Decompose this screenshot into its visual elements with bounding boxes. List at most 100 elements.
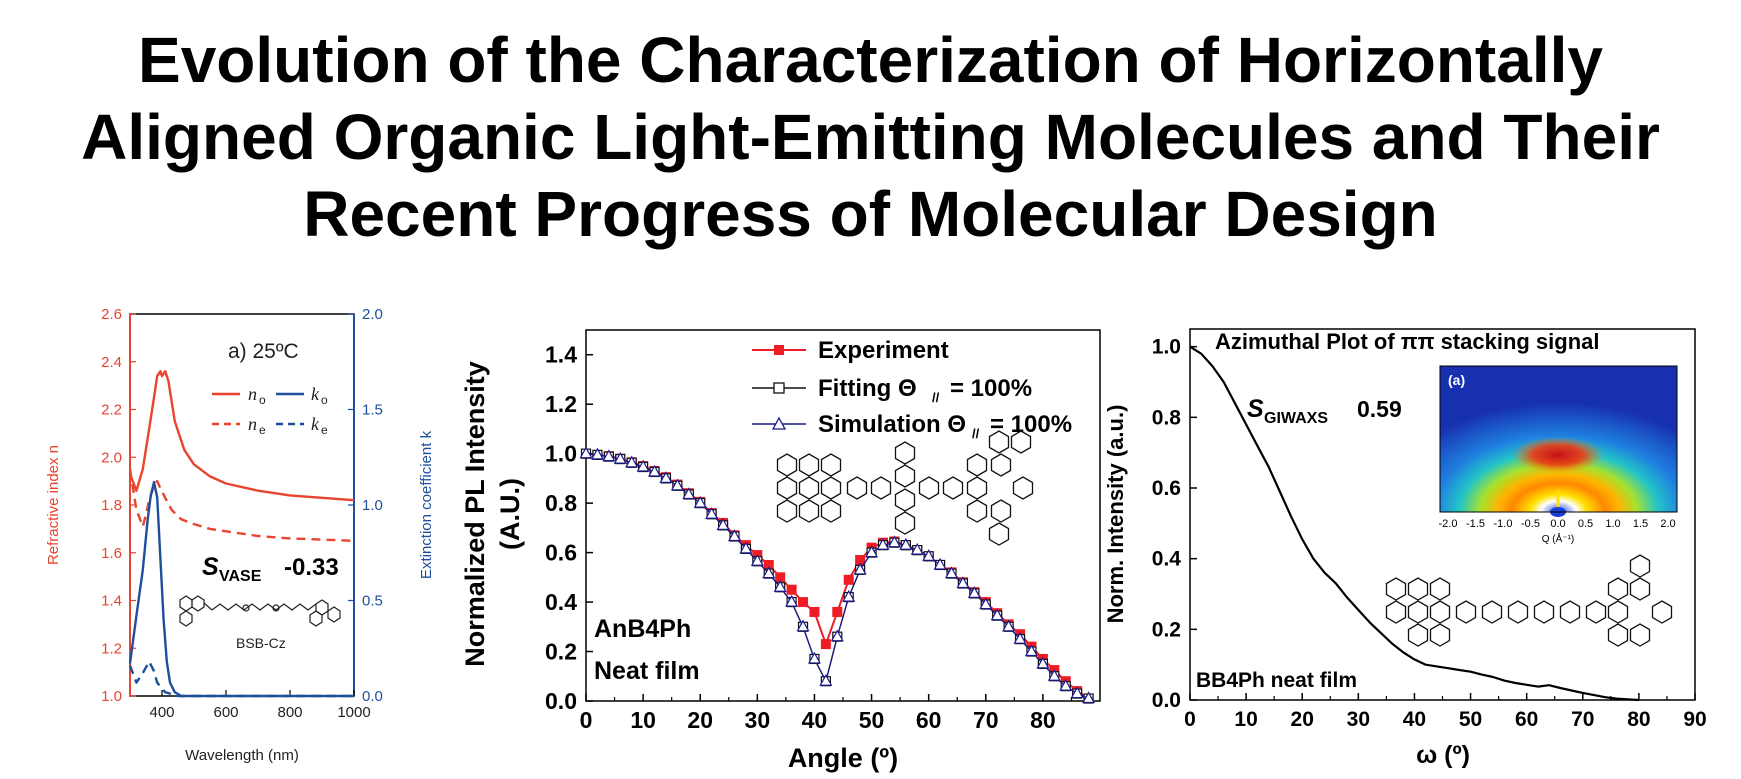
data-point-simulation bbox=[830, 629, 844, 642]
data-point-experiment bbox=[775, 572, 786, 583]
data-point-experiment bbox=[763, 559, 774, 570]
x-tick-label: 60 bbox=[1515, 708, 1538, 731]
molecule-ring bbox=[990, 499, 1012, 523]
data-point-simulation bbox=[579, 446, 593, 459]
molecule-ring bbox=[988, 522, 1010, 546]
molecule-ring bbox=[988, 430, 1010, 454]
data-point-simulation bbox=[876, 537, 890, 550]
molecule-ring bbox=[1012, 476, 1034, 500]
data-point-simulation bbox=[693, 495, 707, 508]
panel-a-s-value: S VASE -0.33 bbox=[202, 553, 339, 585]
data-point-simulation bbox=[613, 451, 627, 464]
molecule-ring bbox=[1533, 600, 1555, 624]
s-vase-subscript: VASE bbox=[219, 568, 262, 585]
panel-b-ylabel-1: Normalized PL Intensity bbox=[460, 361, 490, 667]
molecule-ring bbox=[1407, 600, 1429, 624]
legend-ko-sub: o bbox=[321, 393, 328, 407]
panel-c-s-value: S GIWAXS 0.59 bbox=[1247, 395, 1402, 427]
y2-tick-label: 0.5 bbox=[362, 593, 383, 610]
legend-fitting-value: = 100% bbox=[950, 375, 1032, 402]
panel-a-y2label: Extinction coefficient k bbox=[418, 430, 435, 579]
inset-tick-label: -1.0 bbox=[1494, 518, 1513, 530]
series-line-ke bbox=[128, 660, 354, 698]
molecule-ring bbox=[846, 476, 868, 500]
data-point-simulation bbox=[819, 673, 833, 686]
y-tick-label: 2.0 bbox=[101, 449, 122, 466]
molecule-ring bbox=[966, 453, 988, 477]
data-point-simulation bbox=[636, 459, 650, 472]
molecule-ring bbox=[820, 499, 842, 523]
data-point-experiment bbox=[855, 555, 866, 566]
molecule-ring bbox=[1629, 623, 1651, 647]
panel-a-label: a) 25ºC bbox=[228, 340, 299, 363]
panel-c-azimuthal: 0 10 20 30 40 50 60 70 80 90 0.0 0.2 0.4 0.6 0.8 1.0 Az… bbox=[1103, 328, 1707, 769]
data-point-simulation bbox=[1070, 686, 1084, 699]
x-tick-label: 0 bbox=[1184, 708, 1196, 731]
molecule-ring bbox=[776, 453, 798, 477]
molecule-ring bbox=[1385, 577, 1407, 601]
data-point-simulation bbox=[1013, 631, 1027, 644]
x-tick-label: 40 bbox=[1403, 708, 1426, 731]
molecule-ring bbox=[798, 453, 820, 477]
data-point-simulation bbox=[933, 557, 947, 570]
legend-no-sub: o bbox=[259, 393, 266, 407]
legend-simulation-value: = 100% bbox=[990, 411, 1072, 438]
panel-a-ylabel: Refractive index n bbox=[45, 445, 62, 565]
molecule-ring bbox=[942, 476, 964, 500]
panel-b-legend: Experiment Fitting Θ // = 100% Simulatio… bbox=[752, 337, 1072, 441]
sample-film: Neat film bbox=[594, 657, 700, 685]
data-point-simulation bbox=[602, 449, 616, 462]
molecule-ring bbox=[966, 476, 988, 500]
inset-xlabel: Q (Å⁻¹) bbox=[1542, 532, 1575, 545]
data-point-simulation bbox=[842, 589, 856, 602]
x-tick-label: 50 bbox=[859, 707, 885, 733]
y-tick-label: 0.8 bbox=[1152, 406, 1182, 429]
y-tick-label: 1.2 bbox=[101, 640, 122, 657]
data-point-simulation bbox=[899, 537, 913, 550]
molecule-ring bbox=[1585, 600, 1607, 624]
data-point-simulation bbox=[739, 541, 753, 554]
data-point-experiment bbox=[843, 574, 854, 585]
data-point-simulation bbox=[807, 651, 821, 664]
data-point-simulation bbox=[648, 464, 662, 477]
x-tick-label: 1000 bbox=[337, 704, 370, 721]
title-line-1: Evolution of the Characterization of Hor… bbox=[138, 24, 1603, 96]
data-point-simulation bbox=[1059, 678, 1073, 691]
y-tick-label: 0.8 bbox=[545, 490, 577, 516]
data-point-simulation bbox=[590, 447, 604, 460]
inset-tick-label: 1.0 bbox=[1605, 518, 1620, 530]
data-point-simulation bbox=[887, 535, 901, 548]
data-point-simulation bbox=[716, 518, 730, 530]
molecule-ring bbox=[1455, 600, 1477, 624]
panel-c-sample-label: BB4Ph neat film bbox=[1196, 669, 1357, 692]
inset-hot-spot bbox=[1512, 437, 1604, 473]
molecule-ring bbox=[1481, 600, 1503, 624]
molecule-ring bbox=[1429, 577, 1451, 601]
s-vase-value: -0.33 bbox=[284, 554, 339, 581]
data-point-simulation bbox=[785, 594, 799, 607]
x-tick-label: 80 bbox=[1030, 707, 1056, 733]
series-line-ne bbox=[128, 469, 355, 542]
data-point-simulation bbox=[990, 608, 1004, 621]
legend-fitting: Fitting Θ bbox=[818, 375, 917, 402]
y-tick-label: 0.6 bbox=[1152, 477, 1181, 500]
x-tick-label: 20 bbox=[687, 707, 713, 733]
x-tick-label: 50 bbox=[1459, 708, 1482, 731]
sample-name: AnB4Ph bbox=[594, 615, 691, 643]
y2-tick-label: 0.0 bbox=[362, 688, 383, 705]
data-point-simulation bbox=[956, 576, 970, 589]
s-vase-symbol: S bbox=[202, 553, 219, 581]
title-line-3: Recent Progress of Molecular Design bbox=[303, 178, 1438, 250]
molecule-ring bbox=[894, 441, 916, 465]
molecule-ring bbox=[1010, 430, 1032, 454]
bb4ph-structure bbox=[1385, 554, 1673, 647]
molecule-ring bbox=[776, 476, 798, 500]
y-tick-label: 0.2 bbox=[1152, 618, 1181, 641]
molecule-ring bbox=[894, 511, 916, 535]
s-giwaxs-symbol: S bbox=[1247, 395, 1264, 423]
molecule-ring bbox=[1385, 600, 1407, 624]
y-tick-label: 0.6 bbox=[545, 540, 577, 566]
data-point-simulation bbox=[922, 549, 936, 561]
panel-a-xlabel: Wavelength (nm) bbox=[185, 747, 299, 764]
